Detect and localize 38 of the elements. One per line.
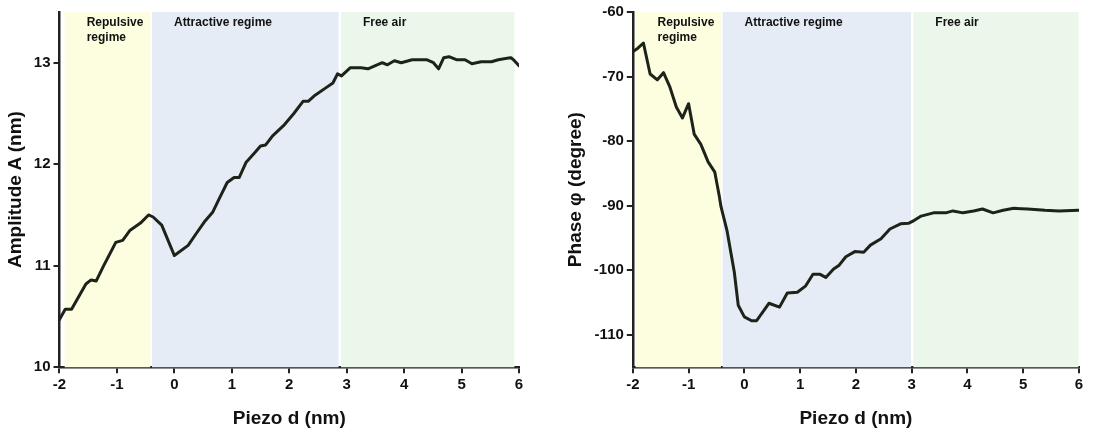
y-tick-label: -70: [602, 66, 624, 84]
x-tick-label: -1: [681, 375, 696, 393]
x-tick-label: 5: [457, 375, 466, 393]
band-label: Attractive regime: [173, 15, 273, 30]
band-label: Repulsive regime: [657, 15, 715, 45]
y-tick-label: -60: [602, 2, 624, 20]
x-tick-label: 1: [227, 375, 236, 393]
band-label: Free air: [935, 15, 980, 30]
x-tick-label: 2: [285, 375, 294, 393]
x-tick-label: 0: [740, 375, 749, 393]
y-axis-title: Phase φ (degree): [563, 112, 585, 268]
y-axis-title: Amplitude A (nm): [3, 111, 25, 269]
x-tick-label: 4: [399, 375, 409, 393]
y-tick-label: 10: [33, 357, 51, 375]
band-label: Attractive regime: [744, 15, 843, 30]
x-tick-label: -2: [626, 375, 640, 393]
x-tick-label: 1: [795, 375, 805, 393]
x-axis-title: Piezo d (nm): [232, 406, 346, 428]
y-tick-label: 12: [33, 154, 51, 172]
y-tick-label: 11: [34, 255, 51, 273]
y-tick-label: -110: [594, 325, 624, 343]
y-tick-label: -80: [602, 131, 624, 149]
x-axis-title: Piezo d (nm): [799, 406, 913, 428]
x-tick-label: -2: [52, 375, 67, 393]
x-tick-label: 2: [851, 375, 861, 393]
x-tick-label: 0: [170, 375, 179, 393]
x-tick-label: 3: [907, 375, 916, 393]
band-label: Repulsive regime: [86, 15, 144, 45]
x-tick-label: -1: [110, 375, 124, 393]
x-tick-label: 3: [342, 375, 351, 393]
x-tick-label: 5: [1019, 375, 1028, 393]
x-tick-label: 6: [1074, 375, 1084, 393]
y-tick-label: 13: [33, 52, 51, 70]
band-label: Free air: [362, 15, 407, 30]
y-tick-label: -100: [593, 260, 624, 278]
x-tick-label: 4: [963, 375, 973, 393]
y-tick-label: -90: [602, 195, 624, 213]
x-tick-label: 6: [514, 375, 524, 393]
